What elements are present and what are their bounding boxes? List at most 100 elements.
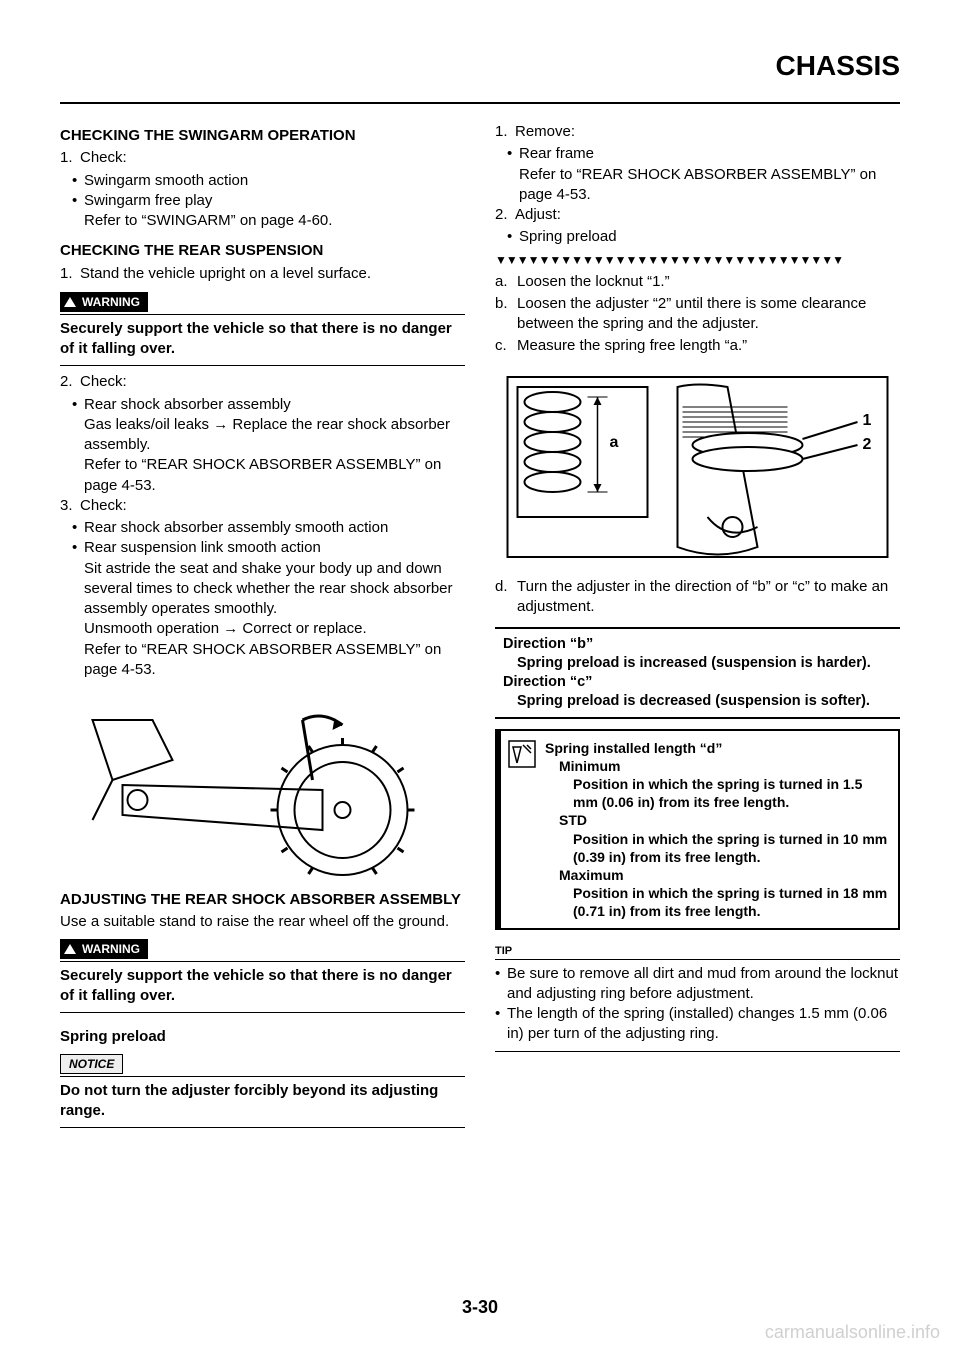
spec-min-text: Position in which the spring is turned i… <box>573 775 888 811</box>
section-title: ADJUSTING THE REAR SHOCK ABSORBER ASSEMB… <box>60 890 465 910</box>
bullet-item: • Rear shock absorber assembly Gas leaks… <box>72 395 465 496</box>
bullet-text: Swingarm smooth action <box>84 171 465 191</box>
direction-c-text: Spring preload is decreased (suspension … <box>517 692 892 711</box>
figure-shock: a <box>495 367 900 567</box>
letter-label: a. <box>495 272 517 292</box>
bullet-ref: Refer to “REAR SHOCK ABSORBER ASSEMBLY” … <box>519 166 876 203</box>
warning-text: Securely support the vehicle so that the… <box>60 966 465 1007</box>
list-number: 1. <box>60 148 80 168</box>
warning-text: Securely support the vehicle so that the… <box>60 319 465 360</box>
list-number: 1. <box>495 122 515 142</box>
bullet-sub: Sit astride the seat and shake your body… <box>84 560 453 618</box>
svg-text:a: a <box>610 434 619 451</box>
bullet-dot: • <box>507 227 519 247</box>
bullet-label: Rear frame <box>519 145 594 162</box>
list-item: 1. Remove: <box>495 122 900 142</box>
spec-content: Spring installed length “d” Minimum Posi… <box>545 739 888 921</box>
bullet-item: • Be sure to remove all dirt and mud fro… <box>495 964 900 1005</box>
svg-text:1: 1 <box>863 412 872 429</box>
warning-triangle-icon <box>64 944 76 954</box>
list-text: Adjust: <box>515 205 900 225</box>
bullet-text: The length of the spring (installed) cha… <box>507 1004 900 1045</box>
bullet-dot: • <box>72 191 84 232</box>
bullet-text: Spring preload <box>519 227 900 247</box>
bullet-dot: • <box>72 395 84 496</box>
notice-badge: NOTICE <box>60 1054 123 1074</box>
letter-text: Loosen the locknut “1.” <box>517 272 900 292</box>
watermark: carmanualsonline.info <box>765 1322 940 1343</box>
bullet-item: • Rear suspension link smooth action Sit… <box>72 538 465 680</box>
notice-block: NOTICE Do not turn the adjuster forcibly… <box>60 1048 465 1129</box>
swingarm-illustration <box>60 690 465 880</box>
direction-b-label: Direction “b” <box>503 635 892 654</box>
spec-std-label: STD <box>559 811 888 829</box>
list-text: Check: <box>80 496 465 516</box>
letter-item: b. Loosen the adjuster “2” until there i… <box>495 294 900 335</box>
section-text: Use a suitable stand to raise the rear w… <box>60 912 465 932</box>
letter-text: Turn the adjuster in the direction of “b… <box>517 577 900 618</box>
bullet-text: Rear suspension link smooth action Sit a… <box>84 538 465 680</box>
direction-c-label: Direction “c” <box>503 673 892 692</box>
tip-block: TIP • Be sure to remove all dirt and mud… <box>495 936 900 1051</box>
bullet-label: Swingarm free play <box>84 192 212 209</box>
list-item: 2. Check: <box>60 372 465 392</box>
bullet-sub: Unsmooth operation → Correct or replace. <box>84 620 367 637</box>
separator-triangles: ▼▼▼▼▼▼▼▼▼▼▼▼▼▼▼▼▼▼▼▼▼▼▼▼▼▼▼▼▼▼▼▼ <box>495 252 900 268</box>
bullet-dot: • <box>507 144 519 205</box>
bullet-item: • Spring preload <box>507 227 900 247</box>
letter-text: Loosen the adjuster “2” until there is s… <box>517 294 900 335</box>
spec-std-text: Position in which the spring is turned i… <box>573 830 888 866</box>
bullet-ref: Refer to “SWINGARM” on page 4-60. <box>84 212 332 229</box>
letter-label: d. <box>495 577 517 618</box>
right-column: 1. Remove: • Rear frame Refer to “REAR S… <box>495 122 900 1134</box>
spec-icon <box>507 739 537 921</box>
list-text: Check: <box>80 372 465 392</box>
header-rule <box>60 102 900 104</box>
figure-swingarm <box>60 690 465 880</box>
svg-text:2: 2 <box>863 436 872 453</box>
bullet-text: Be sure to remove all dirt and mud from … <box>507 964 900 1005</box>
bullet-item: • Swingarm smooth action <box>72 171 465 191</box>
list-text: Stand the vehicle upright on a level sur… <box>80 264 465 284</box>
left-column: CHECKING THE SWINGARM OPERATION 1. Check… <box>60 122 465 1134</box>
bullet-text: Swingarm free play Refer to “SWINGARM” o… <box>84 191 465 232</box>
warning-triangle-icon <box>64 297 76 307</box>
warning-label: WARNING <box>82 294 140 310</box>
bullet-dot: • <box>72 171 84 191</box>
letter-label: b. <box>495 294 517 335</box>
page-number: 3-30 <box>0 1297 960 1318</box>
list-item: 1. Check: <box>60 148 465 168</box>
bullet-dot: • <box>495 964 507 1005</box>
list-number: 1. <box>60 264 80 284</box>
list-item: 2. Adjust: <box>495 205 900 225</box>
letter-item: c. Measure the spring free length “a.” <box>495 336 900 356</box>
spec-max-label: Maximum <box>559 866 888 884</box>
spec-min-label: Minimum <box>559 757 888 775</box>
tip-label: TIP <box>495 944 512 959</box>
direction-b-text: Spring preload is increased (suspension … <box>517 654 892 673</box>
notice-text: Do not turn the adjuster forcibly beyond… <box>60 1081 465 1122</box>
letter-text: Measure the spring free length “a.” <box>517 336 900 356</box>
bullet-label: Rear shock absorber assembly <box>84 396 291 413</box>
section-title: CHECKING THE SWINGARM OPERATION <box>60 126 465 146</box>
section-title: CHECKING THE REAR SUSPENSION <box>60 241 465 261</box>
warning-label: WARNING <box>82 941 140 957</box>
warning-block: WARNING Securely support the vehicle so … <box>60 286 465 367</box>
subheading: Spring preload <box>60 1027 465 1047</box>
bullet-item: • Rear frame Refer to “REAR SHOCK ABSORB… <box>507 144 900 205</box>
content-columns: CHECKING THE SWINGARM OPERATION 1. Check… <box>60 122 900 1134</box>
warning-badge: WARNING <box>60 939 148 959</box>
letter-label: c. <box>495 336 517 356</box>
spec-max-text: Position in which the spring is turned i… <box>573 884 888 920</box>
bullet-text: Rear shock absorber assembly smooth acti… <box>84 518 465 538</box>
spec-title: Spring installed length “d” <box>545 739 888 757</box>
bullet-ref: Refer to “REAR SHOCK ABSORBER ASSEMBLY” … <box>84 456 441 493</box>
bullet-ref: Refer to “REAR SHOCK ABSORBER ASSEMBLY” … <box>84 641 441 678</box>
page-header: CHASSIS <box>60 50 900 82</box>
warning-badge: WARNING <box>60 292 148 312</box>
list-number: 2. <box>60 372 80 392</box>
bullet-item: • Swingarm free play Refer to “SWINGARM”… <box>72 191 465 232</box>
list-number: 3. <box>60 496 80 516</box>
bullet-dot: • <box>495 1004 507 1045</box>
bullet-label: Rear suspension link smooth action <box>84 539 321 556</box>
